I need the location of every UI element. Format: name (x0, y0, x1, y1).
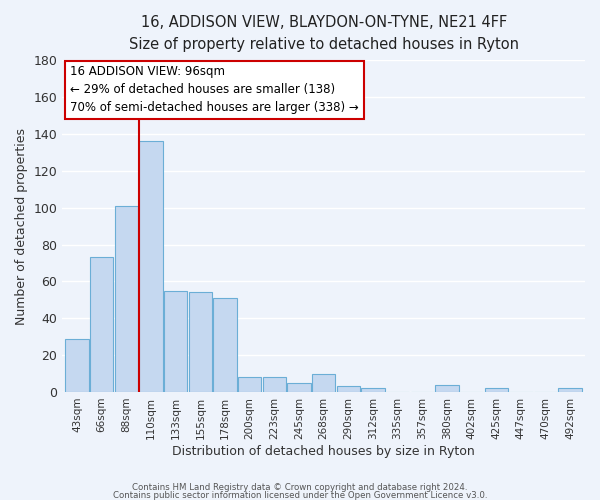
X-axis label: Distribution of detached houses by size in Ryton: Distribution of detached houses by size … (172, 444, 475, 458)
Title: 16, ADDISON VIEW, BLAYDON-ON-TYNE, NE21 4FF
Size of property relative to detache: 16, ADDISON VIEW, BLAYDON-ON-TYNE, NE21 … (128, 15, 518, 52)
Text: 16 ADDISON VIEW: 96sqm
← 29% of detached houses are smaller (138)
70% of semi-de: 16 ADDISON VIEW: 96sqm ← 29% of detached… (70, 66, 359, 114)
Bar (337, 386, 360, 392)
Bar (559, 388, 582, 392)
Bar (188, 292, 212, 392)
Bar (65, 338, 89, 392)
Bar (485, 388, 508, 392)
Bar (361, 388, 385, 392)
Bar (263, 377, 286, 392)
Bar (312, 374, 335, 392)
Y-axis label: Number of detached properties: Number of detached properties (15, 128, 28, 324)
Text: Contains HM Land Registry data © Crown copyright and database right 2024.: Contains HM Land Registry data © Crown c… (132, 484, 468, 492)
Bar (164, 290, 187, 392)
Bar (214, 298, 237, 392)
Bar (238, 377, 262, 392)
Text: Contains public sector information licensed under the Open Government Licence v3: Contains public sector information licen… (113, 490, 487, 500)
Bar (115, 206, 138, 392)
Bar (139, 142, 163, 392)
Bar (90, 258, 113, 392)
Bar (435, 384, 458, 392)
Bar (287, 382, 311, 392)
